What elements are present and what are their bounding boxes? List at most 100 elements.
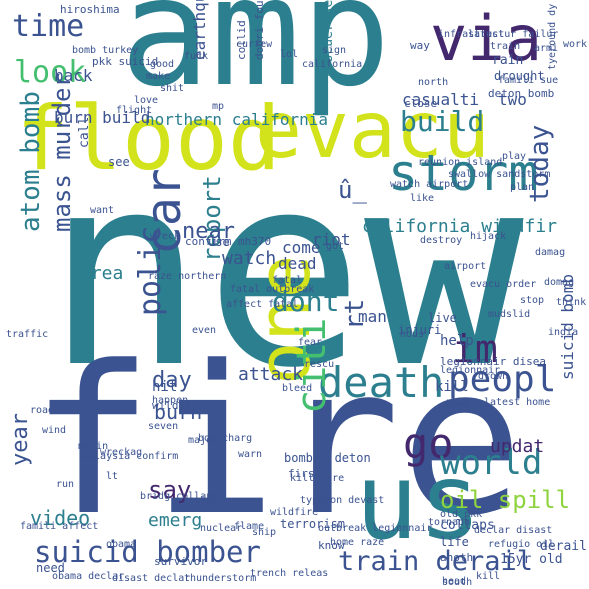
- word-cloud-word: via: [430, 2, 542, 75]
- word-cloud-word: drown: [478, 371, 509, 382]
- word-cloud-word: drought: [494, 69, 545, 83]
- word-cloud-word: come: [282, 238, 321, 257]
- word-cloud-word: good: [150, 59, 175, 70]
- word-cloud-word: domag: [544, 277, 575, 288]
- word-cloud-word: see: [108, 155, 130, 169]
- word-cloud-word: way: [410, 39, 430, 52]
- word-cloud-word: dont: [272, 285, 340, 318]
- word-cloud-word: like: [410, 193, 435, 204]
- word-cloud-word: warn: [238, 449, 263, 460]
- word-cloud-word: fatal: [272, 275, 303, 286]
- word-cloud-word: sign: [322, 45, 347, 56]
- word-cloud-word: watch airport: [390, 179, 469, 190]
- word-cloud-word: evacu order: [470, 279, 537, 290]
- word-cloud-word: watch: [222, 248, 277, 269]
- word-cloud-word: life: [440, 535, 469, 549]
- word-cloud-word: day: [152, 368, 192, 393]
- word-cloud-word: road: [30, 405, 55, 416]
- word-cloud-word: evacu: [255, 86, 490, 176]
- word-cloud-word: affect fatal: [226, 299, 299, 310]
- word-cloud-word: mudslid: [488, 309, 531, 320]
- word-cloud-word: burn build: [54, 108, 151, 127]
- word-cloud-word: north: [418, 77, 449, 88]
- word-cloud-word: collaps: [440, 518, 495, 533]
- word-cloud-word: û_: [338, 176, 367, 204]
- word-cloud-word: outbreak legionnair: [318, 523, 433, 534]
- word-cloud-word: legionnair disea: [440, 355, 546, 368]
- word-cloud-word: bomb turkey: [72, 45, 139, 56]
- word-cloud-word: time: [12, 9, 85, 44]
- word-cloud-word: storm: [388, 144, 539, 202]
- word-cloud-word: call: [77, 116, 92, 148]
- word-cloud-word: know: [318, 539, 345, 552]
- word-cloud-word: trench releas: [250, 568, 329, 579]
- word-cloud-word: curfew: [236, 39, 273, 50]
- word-cloud-word: video: [30, 506, 91, 530]
- word-cloud-word: obama: [106, 539, 137, 550]
- word-cloud-word: year: [8, 413, 33, 466]
- word-cloud-word: im: [452, 327, 498, 371]
- word-cloud-word: wreckag: [100, 447, 143, 458]
- word-cloud-word: derail: [540, 539, 587, 554]
- word-cloud-word: famili sue: [498, 75, 559, 86]
- word-cloud-word: close: [404, 97, 438, 110]
- word-cloud-word: look: [14, 55, 87, 90]
- word-cloud-word: swallow sandstorm: [448, 169, 551, 180]
- word-cloud-word: 15yr old: [500, 552, 563, 567]
- word-cloud-word: wildfir: [152, 399, 199, 412]
- word-cloud-word: rescu: [304, 359, 335, 370]
- word-cloud-word: flood: [16, 87, 281, 190]
- word-cloud-word: mass murder: [48, 73, 76, 232]
- word-cloud-word: tornado: [428, 517, 471, 528]
- word-cloud-word: fire: [30, 323, 524, 561]
- word-cloud-word: thunderstorm: [184, 573, 257, 584]
- word-cloud-word: nuclear: [200, 523, 243, 534]
- word-cloud-word: man: [358, 307, 387, 326]
- word-cloud-word: lol: [280, 49, 299, 60]
- word-cloud-word: area: [80, 263, 124, 284]
- word-cloud-word: lt: [106, 471, 119, 482]
- word-cloud-word: dobri found: [253, 0, 266, 60]
- word-cloud-word: attack: [238, 364, 304, 385]
- word-cloud-word: mp: [212, 101, 225, 112]
- word-cloud-word: play: [502, 151, 527, 162]
- word-cloud-word: new: [45, 118, 524, 426]
- word-cloud-word: fuck: [184, 51, 209, 62]
- word-cloud-word: wreck: [150, 231, 181, 242]
- word-cloud-word: head: [442, 576, 467, 587]
- word-cloud-word: shit: [160, 83, 185, 94]
- word-cloud-word: legionnair: [440, 365, 501, 376]
- word-cloud-word: old pkk: [440, 509, 483, 520]
- word-cloud-word: ship: [252, 527, 277, 538]
- word-cloud-word: live: [428, 311, 457, 325]
- word-cloud-word: train derail: [338, 546, 534, 577]
- word-cloud-word: safeti: [188, 495, 225, 506]
- word-cloud-word: refugio oil: [488, 539, 555, 550]
- word-cloud-word: plan: [510, 182, 535, 193]
- word-cloud-word: train: [490, 41, 521, 52]
- word-cloud-word: fear: [298, 337, 323, 348]
- word-cloud-word: need: [36, 561, 65, 575]
- word-cloud-word: injuri: [398, 323, 442, 337]
- word-cloud-word: raze northern: [148, 271, 227, 282]
- word-cloud-word: make: [146, 71, 171, 82]
- word-cloud-word: even: [192, 325, 217, 336]
- word-cloud-word: deton bomb: [488, 87, 555, 100]
- word-cloud-word: updat: [490, 436, 545, 457]
- word-cloud-word: home raze: [330, 537, 385, 548]
- word-cloud-word: riot: [312, 230, 351, 249]
- word-cloud-word: wildfire: [270, 507, 319, 518]
- word-cloud-word: say: [148, 476, 192, 504]
- word-cloud-word: survivor: [154, 555, 207, 568]
- word-cloud-word: run: [56, 479, 75, 490]
- word-cloud-word: kill: [435, 379, 469, 395]
- word-cloud-word: help: [440, 333, 474, 349]
- word-cloud-word: amp: [120, 0, 391, 120]
- word-cloud-word: confirm mh370: [185, 235, 272, 248]
- word-cloud-word: california: [302, 59, 363, 70]
- word-cloud-word: armi: [534, 43, 559, 54]
- word-cloud-word: obama declar: [52, 571, 125, 582]
- word-cloud-word: northern california: [145, 110, 329, 129]
- word-cloud-word: back: [54, 66, 93, 85]
